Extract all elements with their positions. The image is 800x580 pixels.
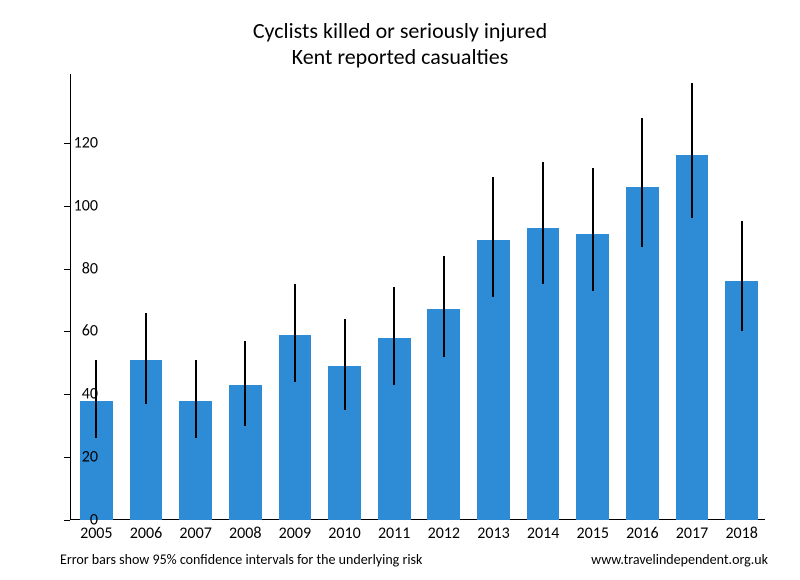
error-bar bbox=[741, 221, 743, 331]
x-tick-label: 2016 bbox=[626, 524, 658, 543]
error-bar bbox=[344, 319, 346, 410]
x-tick-label: 2012 bbox=[428, 524, 460, 543]
y-tick-label: 80 bbox=[58, 259, 98, 278]
error-bar bbox=[592, 168, 594, 291]
x-tick-label: 2007 bbox=[179, 524, 211, 543]
error-bar bbox=[641, 118, 643, 247]
plot-area: 2005200620072008200920102011201220132014… bbox=[70, 80, 765, 520]
y-tick-label: 20 bbox=[58, 448, 98, 467]
y-tick-label: 100 bbox=[58, 196, 98, 215]
x-axis-line bbox=[70, 519, 765, 520]
x-tick-label: 2017 bbox=[676, 524, 708, 543]
x-tick-label: 2013 bbox=[477, 524, 509, 543]
x-tick-label: 2011 bbox=[378, 524, 410, 543]
y-tick-label: 60 bbox=[58, 322, 98, 341]
x-tick-label: 2014 bbox=[527, 524, 559, 543]
footer-note-right: www.travelindependent.org.uk bbox=[591, 551, 768, 568]
y-tick-label: 120 bbox=[58, 133, 98, 152]
error-bar bbox=[492, 177, 494, 296]
chart-container: Cyclists killed or seriously injured Ken… bbox=[0, 0, 800, 580]
x-tick-label: 2006 bbox=[130, 524, 162, 543]
error-bar bbox=[443, 256, 445, 357]
x-tick-label: 2009 bbox=[279, 524, 311, 543]
chart-title: Cyclists killed or seriously injured Ken… bbox=[0, 18, 800, 71]
x-tick-label: 2010 bbox=[328, 524, 360, 543]
error-bar bbox=[195, 360, 197, 439]
error-bar bbox=[244, 341, 246, 426]
footer-note-left: Error bars show 95% confidence intervals… bbox=[60, 551, 422, 568]
chart-title-line1: Cyclists killed or seriously injured bbox=[253, 17, 547, 44]
x-tick-label: 2008 bbox=[229, 524, 261, 543]
y-tick-label: 40 bbox=[58, 385, 98, 404]
error-bar bbox=[393, 287, 395, 384]
chart-title-line2: Kent reported casualties bbox=[292, 43, 509, 70]
x-tick-label: 2015 bbox=[577, 524, 609, 543]
error-bar bbox=[542, 162, 544, 285]
y-tick-label: 0 bbox=[58, 511, 98, 530]
x-tick-label: 2018 bbox=[725, 524, 757, 543]
error-bar bbox=[294, 284, 296, 381]
error-bar bbox=[691, 83, 693, 218]
error-bar bbox=[145, 313, 147, 404]
